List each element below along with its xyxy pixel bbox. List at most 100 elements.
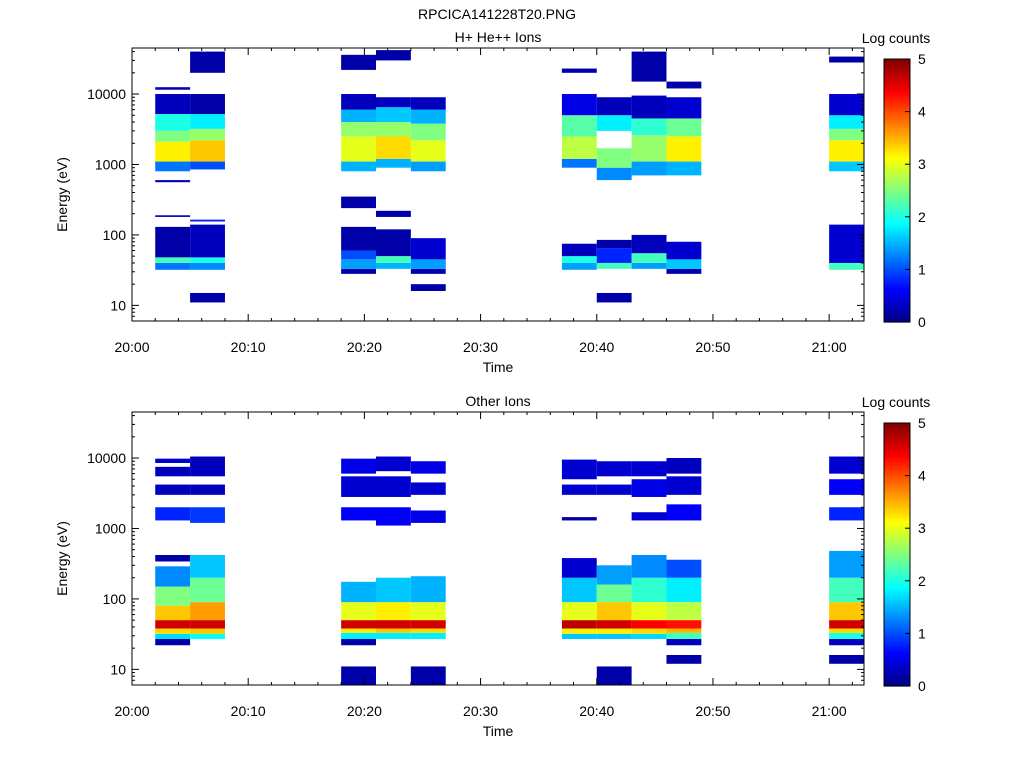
- colorbar-swatch: [884, 565, 910, 569]
- colorbar-swatch: [884, 256, 910, 260]
- panel-title: H+ He++ Ions: [455, 29, 542, 45]
- heatmap-cell: [341, 136, 376, 162]
- x-tick-label: 20:40: [579, 703, 614, 719]
- colorbar-swatch: [884, 95, 910, 100]
- heatmap-cell: [155, 566, 191, 587]
- colorbar-swatch: [884, 101, 910, 105]
- colorbar-swatch: [884, 177, 910, 181]
- colorbar-swatch: [884, 683, 910, 687]
- colorbar-tick-label: 1: [918, 261, 926, 277]
- heatmap-cell: [341, 268, 376, 274]
- colorbar-swatch: [884, 625, 910, 629]
- heatmap-cell: [666, 268, 702, 274]
- heatmap-cell: [155, 161, 191, 172]
- heatmap-cell: [155, 638, 191, 646]
- heatmap-cell: [190, 140, 225, 162]
- colorbar-swatch: [884, 130, 910, 134]
- heatmap-cell: [666, 81, 702, 89]
- heatmap-cell: [561, 68, 597, 73]
- heatmap-cell: [596, 633, 632, 639]
- heatmap-cell: [410, 238, 446, 260]
- heatmap-cell: [155, 484, 191, 495]
- heatmap-cell: [596, 484, 632, 495]
- colorbar-swatch: [884, 227, 910, 231]
- heatmap-cell: [190, 633, 225, 639]
- colorbar-swatch: [884, 166, 910, 171]
- colorbar-swatch: [884, 433, 910, 437]
- heatmap-cell: [190, 484, 225, 495]
- colorbar-swatch: [884, 649, 910, 653]
- colorbar-swatch: [884, 517, 910, 521]
- colorbar-swatch: [884, 295, 910, 299]
- colorbar-swatch: [884, 195, 910, 199]
- colorbar-swatch: [884, 478, 910, 482]
- heatmap-cell: [596, 602, 632, 621]
- heatmap-cell: [155, 114, 191, 131]
- colorbar-swatch: [884, 103, 910, 107]
- colorbar-swatch: [884, 559, 910, 563]
- heatmap-cell: [341, 581, 376, 603]
- colorbar-swatch: [884, 499, 910, 503]
- heatmap-cell: [341, 226, 376, 251]
- heatmap-cell: [376, 136, 411, 159]
- colorbar-swatch: [884, 306, 910, 310]
- colorbar-label: Log counts: [862, 394, 931, 410]
- colorbar-swatch: [884, 541, 910, 545]
- colorbar-swatch: [884, 586, 910, 590]
- colorbar-tick-label: 5: [918, 51, 926, 67]
- colorbar-swatch: [884, 93, 910, 97]
- heatmap-cell: [596, 97, 632, 116]
- colorbar-swatch: [884, 612, 910, 616]
- colorbar-swatch: [884, 457, 910, 461]
- heatmap-cell: [341, 196, 376, 209]
- heatmap-cell: [596, 248, 632, 263]
- heatmap-cell: [829, 262, 864, 270]
- colorbar-swatch: [884, 501, 910, 506]
- colorbar-swatch: [884, 108, 910, 113]
- heatmap-cell: [410, 510, 446, 523]
- heatmap-cell: [190, 628, 225, 634]
- heatmap-cell: [631, 620, 667, 629]
- colorbar-swatch: [884, 525, 910, 529]
- colorbar-swatch: [884, 591, 910, 595]
- colorbar-swatch: [884, 533, 910, 537]
- colorbar-swatch: [884, 551, 910, 556]
- heatmap-cell: [596, 239, 632, 249]
- y-axis-label: Energy (eV): [54, 157, 70, 232]
- heatmap-cell: [561, 262, 597, 270]
- colorbar-swatch: [884, 557, 910, 561]
- colorbar-swatch: [884, 208, 910, 213]
- heatmap-cell: [410, 628, 446, 633]
- colorbar-swatch: [884, 578, 910, 582]
- heatmap-cell: [410, 259, 446, 269]
- heatmap-cell: [561, 115, 597, 137]
- heatmap-cell: [666, 577, 702, 603]
- heatmap-cell: [155, 620, 191, 629]
- colorbar-swatch: [884, 219, 910, 223]
- colorbar-swatch: [884, 651, 910, 656]
- colorbar-swatch: [884, 153, 910, 157]
- colorbar-swatch: [884, 201, 910, 205]
- heatmap-cell: [190, 555, 225, 578]
- y-tick-label: 1000: [95, 156, 126, 172]
- heatmap-cell: [376, 602, 411, 621]
- colorbar-frame: [883, 422, 911, 687]
- heatmap-cell: [829, 620, 864, 629]
- x-tick-label: 20:00: [114, 703, 149, 719]
- heatmap-cell: [631, 253, 667, 263]
- colorbar-swatch: [884, 248, 910, 252]
- heatmap-cell: [596, 148, 632, 168]
- heatmap-cell: [190, 224, 225, 258]
- colorbar-swatch: [884, 64, 910, 68]
- colorbar-swatch: [884, 258, 910, 263]
- colorbar-swatch: [884, 659, 910, 663]
- colorbar-swatch: [884, 480, 910, 485]
- heatmap-cell: [155, 215, 191, 217]
- panel-1: 20:00 20:10 20:20 20:30 20:40 20:50 21:0010100…: [54, 29, 930, 375]
- heatmap-cell: [631, 262, 667, 269]
- x-tick-label: 20:00: [114, 339, 149, 355]
- colorbar-swatch: [884, 122, 910, 126]
- x-tick-label: 21:00: [812, 703, 847, 719]
- heatmap-cell: [376, 476, 411, 497]
- heatmap-cell: [410, 482, 446, 495]
